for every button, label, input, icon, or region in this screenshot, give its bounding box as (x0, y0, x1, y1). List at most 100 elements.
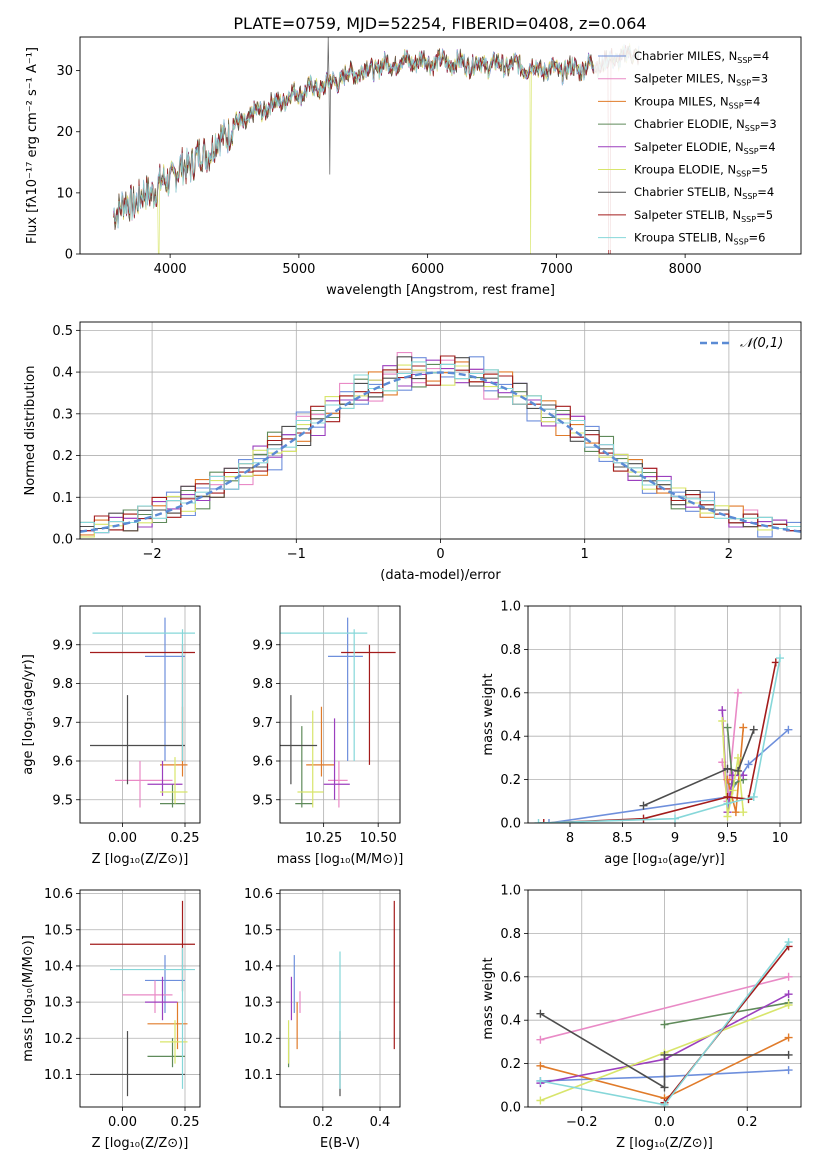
weight-marker (784, 1050, 793, 1059)
legend-sub: SSP (729, 101, 744, 110)
weight-marker (639, 801, 648, 810)
x-axis-label: (data-model)/error (380, 568, 501, 583)
axes-frame (79, 36, 802, 255)
weight-marker (784, 972, 793, 981)
normal-curve (80, 371, 801, 533)
x-axis-label: wavelength [Angstrom, rest frame] (326, 283, 555, 298)
x-tick-label: 0.00 (108, 831, 137, 846)
x-axis-label: E(B-V) (320, 1136, 360, 1151)
y-tick-label: 9.7 (52, 716, 73, 731)
y-tick-label: 9.8 (252, 677, 273, 692)
y-axis-label: mass [log₁₀(M/M⊙)] (21, 935, 36, 1062)
x-tick-label: 0.0 (654, 1115, 675, 1130)
y-tick-label: 0.0 (500, 1101, 521, 1116)
x-tick-label: 5000 (282, 262, 315, 277)
weight-marker (534, 819, 543, 823)
y-tick-label: 9.5 (252, 793, 273, 808)
weight-marker (536, 1096, 545, 1105)
axes-frame (279, 605, 401, 824)
weight-marker (639, 814, 648, 823)
y-tick-label: 10.5 (44, 923, 73, 938)
legend-entry: Kroupa STELIB, NSSP=6 (634, 231, 765, 247)
axes-frame (279, 889, 401, 1108)
y-axis-label: mass weight (481, 957, 496, 1039)
x-tick-label: 9 (671, 831, 679, 846)
z-vs-age-panel: 0.00 0.25 9.5 9.6 9.7 9.8 9.9 Z [log₁₀(Z/Z⊙)] ag… (21, 605, 201, 867)
legend-entry: Chabrier MILES, NSSP=4 (634, 49, 769, 65)
y-tick-label: 20 (56, 125, 73, 140)
weight-marker (718, 706, 727, 715)
y-tick-label: 10.5 (244, 923, 273, 938)
y-tick-label: 10.4 (44, 959, 73, 974)
legend-count: =4 (752, 49, 769, 63)
legend-text: Salpeter MILES, N (634, 72, 736, 86)
weight-marker (536, 1061, 545, 1070)
weight-marker (749, 792, 758, 801)
x-axis-label: mass [log₁₀(M/M⊙)] (277, 852, 404, 867)
y-tick-label: 30 (56, 64, 73, 79)
y-tick-label: 10.3 (44, 996, 73, 1011)
legend-sub: SSP (744, 147, 759, 156)
y-tick-label: 1.0 (500, 884, 521, 899)
plot-area (90, 617, 195, 808)
x-tick-label: 1 (581, 547, 589, 562)
y-tick-label: 10.6 (44, 887, 73, 902)
y-tick-label: 0.0 (500, 817, 521, 832)
weight-marker (536, 1035, 545, 1044)
x-tick-label: 0.00 (108, 1115, 137, 1130)
x-tick-label: 0.2 (737, 1115, 758, 1130)
x-tick-label: 10.25 (305, 831, 342, 846)
plot-area (536, 938, 793, 1107)
x-tick-label: 0.25 (171, 831, 200, 846)
weight-line (540, 976, 789, 1041)
y-tick-label: 0.6 (500, 970, 521, 985)
x-tick-label: 8 (566, 831, 574, 846)
legend-sub: SSP (741, 215, 756, 224)
x-tick-label: 8000 (669, 262, 702, 277)
y-tick-label: 9.9 (252, 638, 273, 653)
legend-box (594, 42, 799, 250)
y-tick-label: 0.4 (52, 366, 73, 381)
y-axis-label: age [log₁₀(age/yr)] (21, 654, 36, 775)
x-tick-label: 0.25 (171, 1115, 200, 1130)
weight-marker (739, 723, 748, 732)
legend-count: =6 (749, 231, 766, 245)
y-tick-label: 10.2 (44, 1032, 73, 1047)
y-tick-label: 9.7 (252, 716, 273, 731)
weight-marker (744, 760, 753, 769)
mass-vs-age-panel: 10.25 10.50 9.5 9.6 9.7 9.8 9.9 mass [log₁₀(M/M… (252, 605, 404, 867)
x-tick-label: 9.5 (717, 831, 738, 846)
legend-count: =3 (751, 72, 768, 86)
y-tick-label: 0.5 (52, 324, 73, 339)
figure-title: PLATE=0759, MJD=52254, FIBERID=0408, z=0… (233, 14, 646, 33)
x-tick-label: 4000 (154, 262, 187, 277)
legend-entry: Salpeter ELODIE, NSSP=4 (634, 140, 776, 156)
ebv-vs-mass-panel: 0.2 0.4 10.1 10.2 10.3 10.4 10.5 10.6 E(B-V) (244, 887, 401, 1151)
x-tick-label: 10 (772, 831, 789, 846)
legend-sub: SSP (737, 56, 752, 65)
weight-marker (734, 753, 742, 762)
legend-entry: Salpeter STELIB, NSSP=5 (634, 208, 773, 224)
legend-count: =4 (757, 185, 774, 199)
plot-area (280, 617, 396, 808)
y-tick-label: 10.3 (244, 996, 273, 1011)
axes-frame (79, 889, 201, 1108)
age-vs-weight-panel: 8 8.5 9 9.5 10 0.0 0.2 0.4 0.6 0.8 1.0 age [log₁₀(a… (481, 600, 802, 867)
y-axis-label: Normed distribution (23, 366, 38, 496)
legend-count: =4 (744, 94, 761, 108)
legend-sub: SSP (736, 170, 751, 179)
weight-marker (660, 1020, 669, 1029)
spectrum-line (113, 44, 640, 254)
axes-frame (527, 605, 802, 824)
y-tick-label: 10.1 (244, 1068, 273, 1083)
weight-marker (723, 764, 732, 773)
weight-marker (545, 819, 553, 823)
x-tick-label: 0.2 (313, 1115, 334, 1130)
weight-marker (749, 725, 758, 734)
legend-text: Kroupa MILES, N (634, 94, 729, 108)
weight-marker (784, 990, 793, 999)
x-tick-label: 0.4 (370, 1115, 391, 1130)
legend: 𝒩(0,1) (700, 336, 783, 351)
